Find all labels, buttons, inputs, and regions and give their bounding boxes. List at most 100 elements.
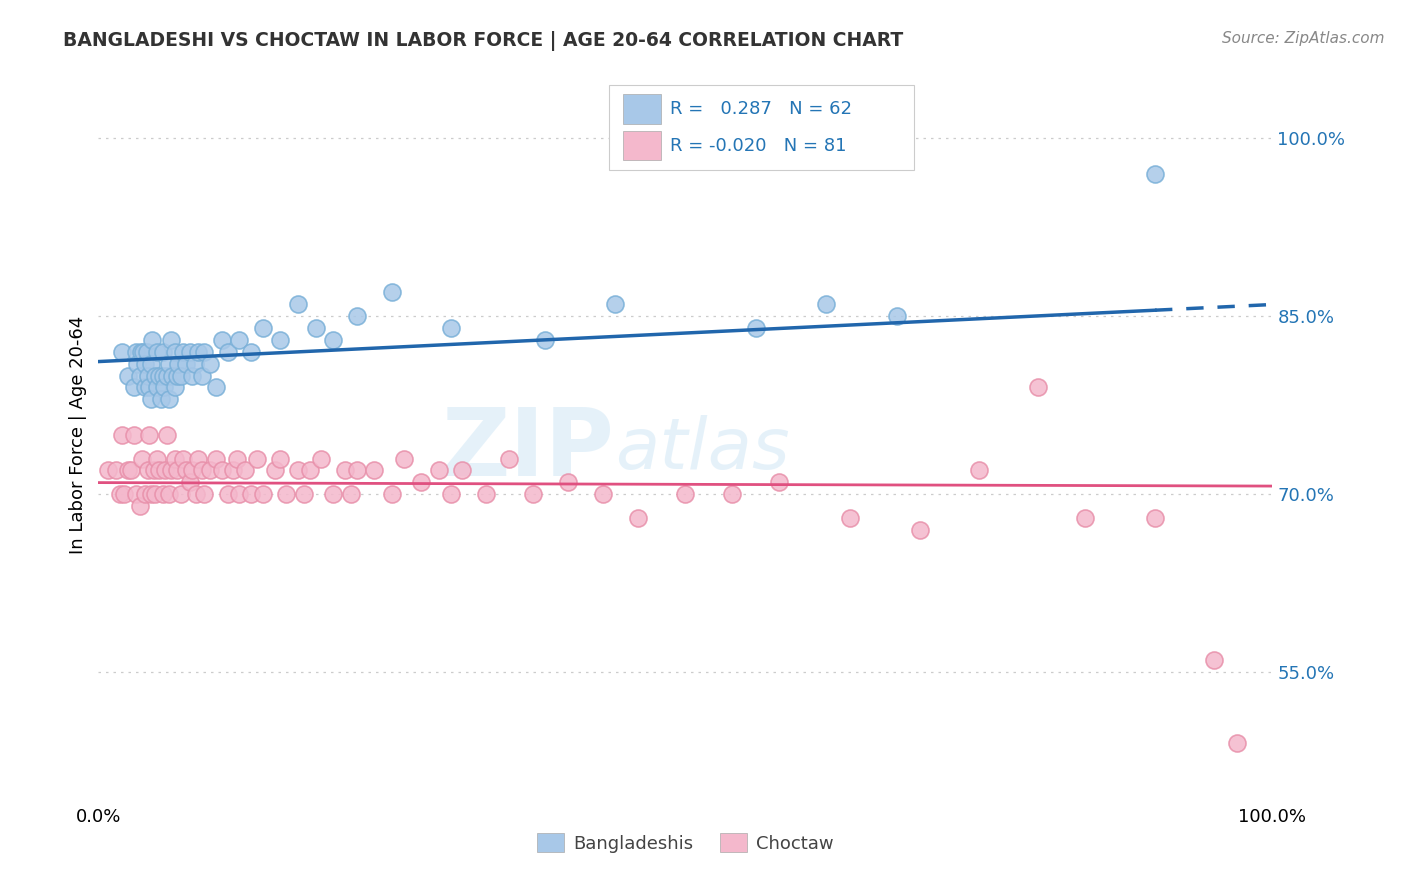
Point xyxy=(160,333,183,347)
Point xyxy=(157,357,180,371)
Point xyxy=(1226,736,1249,750)
Point xyxy=(1144,167,1167,181)
Text: R = -0.020   N = 81: R = -0.020 N = 81 xyxy=(671,136,846,154)
Point xyxy=(105,463,128,477)
Point xyxy=(627,511,650,525)
Point xyxy=(217,344,239,359)
Point xyxy=(1073,511,1095,525)
Point xyxy=(322,333,344,347)
Point xyxy=(184,487,207,501)
Point xyxy=(427,463,450,477)
Point xyxy=(292,487,315,501)
Point xyxy=(142,463,165,477)
Point xyxy=(141,487,163,501)
Point xyxy=(198,357,221,371)
Point xyxy=(135,344,157,359)
Point xyxy=(190,368,212,383)
Point xyxy=(333,463,356,477)
Point xyxy=(179,475,201,490)
Point xyxy=(233,463,256,477)
Point xyxy=(108,487,131,501)
Point xyxy=(143,368,166,383)
Point xyxy=(117,463,139,477)
Point xyxy=(392,451,415,466)
Point xyxy=(176,463,198,477)
Point xyxy=(217,487,239,501)
Point xyxy=(117,368,139,383)
Point xyxy=(205,451,228,466)
Point xyxy=(155,368,177,383)
Point xyxy=(127,357,149,371)
Point xyxy=(155,428,177,442)
FancyBboxPatch shape xyxy=(623,131,661,161)
Point xyxy=(111,428,134,442)
FancyBboxPatch shape xyxy=(623,95,661,124)
Point xyxy=(125,344,148,359)
Point xyxy=(152,487,174,501)
Point xyxy=(163,380,186,394)
Point xyxy=(276,487,298,501)
Point xyxy=(172,344,194,359)
Point xyxy=(411,475,433,490)
Point xyxy=(176,357,198,371)
Point xyxy=(157,392,180,407)
Point xyxy=(263,463,285,477)
Point xyxy=(134,357,156,371)
Point xyxy=(439,321,461,335)
Point xyxy=(381,487,404,501)
Point xyxy=(246,451,269,466)
Point xyxy=(97,463,120,477)
Text: ZIP: ZIP xyxy=(441,403,614,496)
Point xyxy=(340,487,363,501)
Legend: Bangladeshis, Choctaw: Bangladeshis, Choctaw xyxy=(530,826,841,860)
Point xyxy=(183,357,205,371)
Point xyxy=(157,487,180,501)
Point xyxy=(134,487,156,501)
Point xyxy=(592,487,614,501)
Point xyxy=(226,451,249,466)
Point xyxy=(745,321,768,335)
Point xyxy=(148,463,170,477)
Point xyxy=(1144,511,1167,525)
Point xyxy=(138,428,160,442)
Point xyxy=(136,368,159,383)
Point xyxy=(141,333,163,347)
Point xyxy=(287,297,309,311)
Point xyxy=(166,368,188,383)
Point xyxy=(675,487,697,501)
Point xyxy=(475,487,498,501)
Point xyxy=(1202,653,1225,667)
Point xyxy=(346,463,368,477)
Y-axis label: In Labor Force | Age 20-64: In Labor Force | Age 20-64 xyxy=(69,316,87,554)
Point xyxy=(193,487,215,501)
Point xyxy=(205,380,228,394)
Point xyxy=(269,333,291,347)
Point xyxy=(228,333,250,347)
Point xyxy=(228,487,250,501)
Point xyxy=(222,463,245,477)
Point xyxy=(169,368,191,383)
Point xyxy=(146,451,169,466)
Point xyxy=(122,428,145,442)
Point xyxy=(143,487,166,501)
Point xyxy=(129,344,152,359)
Point xyxy=(112,487,135,501)
Point xyxy=(167,357,190,371)
Point xyxy=(240,344,263,359)
Point xyxy=(128,368,150,383)
Point xyxy=(439,487,461,501)
Text: R =   0.287   N = 62: R = 0.287 N = 62 xyxy=(671,100,852,118)
Point xyxy=(160,463,183,477)
Point xyxy=(240,487,263,501)
Point xyxy=(149,392,172,407)
Point xyxy=(193,344,215,359)
Point xyxy=(198,463,221,477)
Text: atlas: atlas xyxy=(614,415,790,484)
Point xyxy=(163,344,186,359)
Point xyxy=(181,463,204,477)
Text: Source: ZipAtlas.com: Source: ZipAtlas.com xyxy=(1222,31,1385,46)
Point xyxy=(252,487,274,501)
Point xyxy=(498,451,520,466)
Point xyxy=(252,321,274,335)
Point xyxy=(522,487,544,501)
